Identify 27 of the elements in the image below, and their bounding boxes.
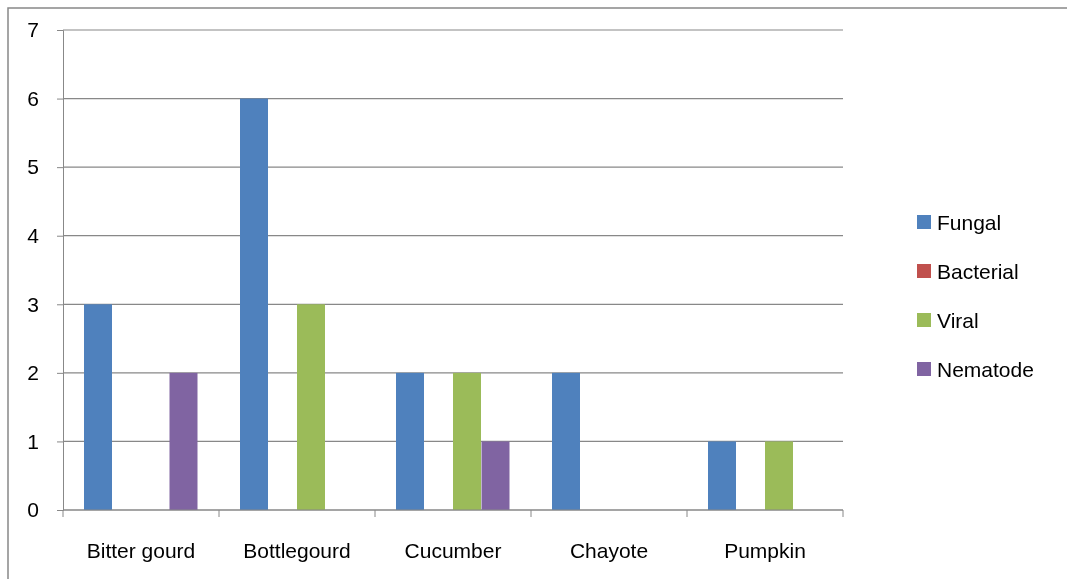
y-tick-label: 4 [27,223,40,247]
bar [765,441,793,510]
y-tick-label: 0 [27,498,39,522]
legend-label: Bacterial [937,260,1019,283]
bar [297,304,325,510]
bar [169,372,198,510]
bar [396,372,424,510]
y-tick-label: 5 [27,155,39,179]
legend-label: Nematode [937,358,1034,381]
bar [552,372,580,510]
y-tick-label: 3 [27,292,39,316]
legend-label: Viral [937,309,979,332]
y-tick-label: 2 [27,361,39,385]
bar [453,372,481,510]
x-tick-label: Pumpkin [724,539,806,562]
x-tick-label: Bitter gourd [86,539,196,562]
bar [481,441,510,510]
x-tick-label: Chayote [569,539,649,562]
bar [240,98,268,510]
bar [708,441,736,510]
y-tick-label: 6 [27,86,39,110]
x-tick-label: Bottlegourd [243,539,351,562]
bar [84,304,112,510]
x-tick-label: Cucumber [404,539,502,562]
legend-label: Fungal [937,211,1002,234]
y-tick-label: 7 [27,18,39,42]
y-tick-label: 1 [27,429,39,453]
